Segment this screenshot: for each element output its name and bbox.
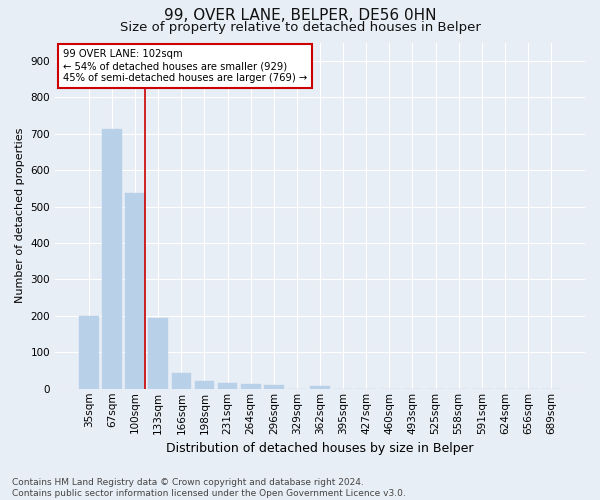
Bar [79,316,99,389]
Bar [172,372,191,389]
Bar [125,194,145,389]
X-axis label: Distribution of detached houses by size in Belper: Distribution of detached houses by size … [166,442,474,455]
Y-axis label: Number of detached properties: Number of detached properties [15,128,25,304]
Bar [310,386,330,389]
Text: Contains HM Land Registry data © Crown copyright and database right 2024.
Contai: Contains HM Land Registry data © Crown c… [12,478,406,498]
Bar [264,386,284,389]
Bar [148,318,168,389]
Text: 99, OVER LANE, BELPER, DE56 0HN: 99, OVER LANE, BELPER, DE56 0HN [164,8,436,22]
Text: Size of property relative to detached houses in Belper: Size of property relative to detached ho… [119,21,481,34]
Bar [102,128,122,389]
Bar [241,384,260,389]
Text: 99 OVER LANE: 102sqm
← 54% of detached houses are smaller (929)
45% of semi-deta: 99 OVER LANE: 102sqm ← 54% of detached h… [63,50,307,82]
Bar [218,383,238,389]
Bar [194,382,214,389]
